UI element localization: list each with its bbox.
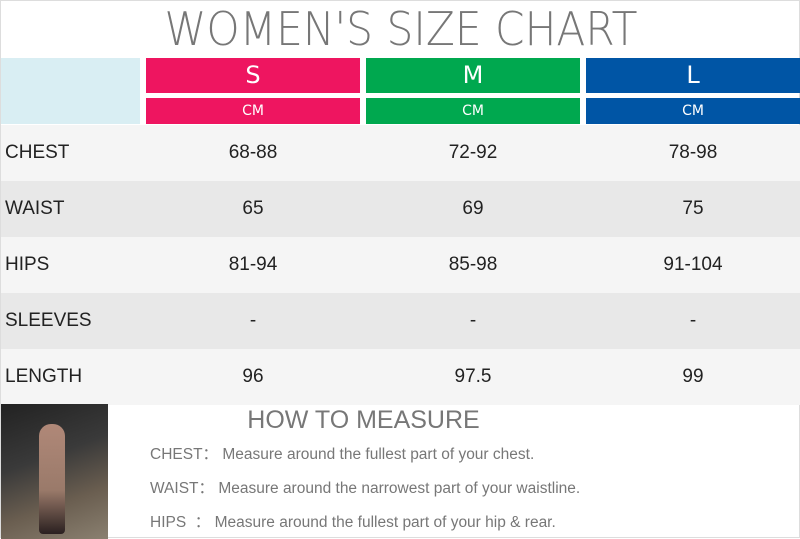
table-cell: 81-94 xyxy=(228,254,278,275)
table-cell: 91-104 xyxy=(663,254,723,275)
measure-instruction: WAIST： Measure around the narrowest part… xyxy=(150,476,580,498)
table-cell: 96 xyxy=(242,366,264,387)
table-row: HIPS 81-94 85-98 91-104 xyxy=(1,237,800,293)
row-label: LENGTH xyxy=(5,366,83,387)
measure-instruction: HIPS ： Measure around the fullest part o… xyxy=(150,510,556,532)
table-cell: 68-88 xyxy=(228,142,278,163)
table-row: CHEST 68-88 72-92 78-98 xyxy=(1,125,800,181)
table-row: SLEEVES - - - xyxy=(1,293,800,349)
measure-text: Measure around the fullest part of your … xyxy=(214,514,556,531)
table-row: WAIST 65 69 75 xyxy=(1,181,800,237)
unit-label: CM xyxy=(366,98,580,124)
measure-key: CHEST： xyxy=(150,446,219,463)
how-to-measure-title: HOW TO MEASURE xyxy=(247,406,480,434)
table-cell: - xyxy=(469,310,477,331)
table-cell: - xyxy=(249,310,257,331)
unit-label: CM xyxy=(146,98,360,124)
table-row: LENGTH 96 97.5 99 xyxy=(1,349,800,405)
header-blank-cell xyxy=(1,58,140,124)
measure-text: Measure around the narrowest part of you… xyxy=(218,480,581,497)
table-cell: 99 xyxy=(682,366,704,387)
table-cell: 78-98 xyxy=(668,142,718,163)
row-label: SLEEVES xyxy=(5,310,92,331)
table-cell: 72-92 xyxy=(448,142,498,163)
measure-key: WAIST： xyxy=(150,480,215,497)
size-header-m: M xyxy=(366,58,580,93)
row-label: CHEST xyxy=(5,142,70,163)
table-cell: 97.5 xyxy=(454,366,492,387)
table-cell: - xyxy=(689,310,697,331)
model-photo xyxy=(1,404,108,539)
unit-label: CM xyxy=(586,98,800,124)
measure-text: Measure around the fullest part of your … xyxy=(222,446,535,463)
size-header-s: S xyxy=(146,58,360,93)
table-cell: 85-98 xyxy=(448,254,498,275)
row-label: WAIST xyxy=(5,198,65,219)
table-cell: 69 xyxy=(462,198,484,219)
table-cell: 75 xyxy=(682,198,704,219)
measure-key: HIPS ： xyxy=(150,514,211,531)
measure-instruction: CHEST： Measure around the fullest part o… xyxy=(150,442,534,464)
size-header-l: L xyxy=(586,58,800,93)
page-title: WOMEN'S SIZE CHART xyxy=(164,2,638,56)
row-label: HIPS xyxy=(5,254,50,275)
table-cell: 65 xyxy=(242,198,264,219)
